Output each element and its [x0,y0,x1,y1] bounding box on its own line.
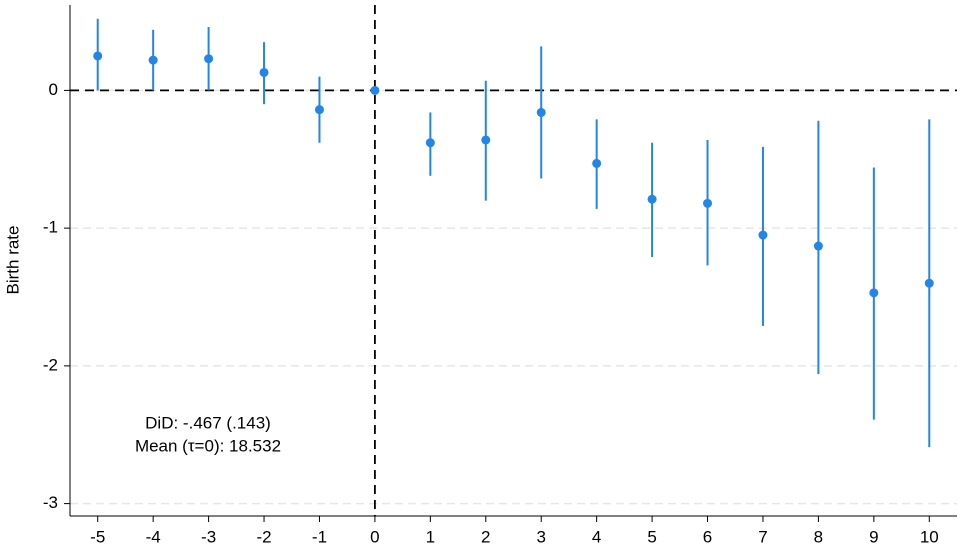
point [924,278,934,288]
point [204,54,214,64]
x-tick-label: -5 [90,527,105,546]
x-tick-label: 3 [536,527,545,546]
point [370,85,380,95]
point [259,67,269,77]
annotation: Mean (τ=0): 18.532 [135,436,281,455]
y-tick-label: 0 [49,80,58,99]
x-tick-label: -2 [256,527,271,546]
point [592,158,602,168]
point [148,55,158,65]
x-tick-label: -1 [312,527,327,546]
y-axis-label: Birth rate [3,226,22,295]
point [703,198,713,208]
y-tick-label: -1 [43,218,58,237]
x-tick-label: 1 [426,527,435,546]
point [481,135,491,145]
x-tick-label: 6 [703,527,712,546]
point [869,288,879,298]
x-tick-label: 2 [481,527,490,546]
y-tick-label: -3 [43,493,58,512]
point [758,230,768,240]
point [425,138,435,148]
x-tick-label: 0 [370,527,379,546]
point [93,51,103,61]
x-tick-label: 9 [869,527,878,546]
x-tick-label: 5 [647,527,656,546]
x-tick-label: 7 [758,527,767,546]
point [813,241,823,251]
x-tick-label: 4 [592,527,601,546]
x-tick-label: 10 [920,527,939,546]
x-tick-label: -3 [201,527,216,546]
point [647,194,657,204]
x-tick-label: -4 [146,527,161,546]
annotation: DiD: -.467 (.143) [145,413,271,432]
x-tick-label: 8 [814,527,823,546]
point [536,107,546,117]
point [314,105,324,115]
y-tick-label: -2 [43,355,58,374]
